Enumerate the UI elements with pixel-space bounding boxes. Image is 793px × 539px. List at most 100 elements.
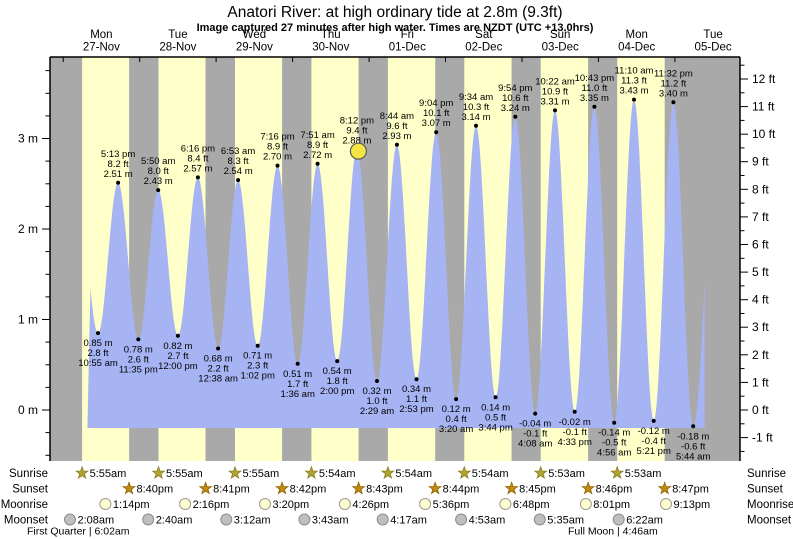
right-axis-label: 0 ft	[752, 403, 769, 417]
low-tide-dot	[96, 331, 100, 336]
low-tide-dot	[375, 379, 379, 383]
moonset-time: 2:40am	[156, 515, 193, 527]
high-tide-feet: 9.4 ft	[346, 125, 367, 136]
high-tide-meters: 2.43 m	[144, 176, 173, 187]
low-tide-feet: 1.0 ft	[366, 396, 387, 407]
sunrise-time: 5:53am	[548, 468, 585, 480]
high-tide-time: 5:13 pm	[101, 149, 135, 160]
day-name-label: Wed	[243, 29, 266, 41]
low-tide-dot	[255, 343, 260, 348]
moonset-moon-icon	[533, 513, 546, 526]
low-tide-feet: 2.2 ft	[208, 364, 229, 375]
moonset-time: 4:17am	[390, 515, 427, 527]
high-tide-feet: 10.6 ft	[502, 93, 529, 104]
right-axis-label: 5 ft	[752, 265, 769, 279]
moonset-time: 3:43am	[312, 515, 349, 527]
low-tide-dot	[216, 346, 221, 351]
left-axis-label: 1 m	[18, 313, 38, 327]
low-tide-feet: 1.7 ft	[287, 379, 308, 390]
low-tide-feet: 0.5 ft	[485, 412, 506, 423]
moonset-moon-icon	[142, 513, 155, 526]
high-tide-dot	[156, 188, 161, 193]
high-tide-meters: 2.57 m	[183, 163, 212, 174]
low-tide-meters: -0.18 m	[677, 431, 709, 442]
high-tide-time: 10:43 pm	[575, 73, 615, 84]
sunset-time: 8:44pm	[443, 484, 480, 496]
high-tide-dot	[315, 161, 320, 166]
low-tide-time: 1:36 am	[281, 389, 315, 400]
low-tide-meters: 0.12 m	[442, 404, 471, 415]
high-tide-time: 6:53 am	[221, 146, 255, 157]
row-label-left-moonset: Moonset	[4, 515, 49, 527]
sunrise-star-icon	[457, 465, 472, 479]
low-tide-meters: 0.82 m	[163, 341, 192, 352]
low-tide-time: 12:00 pm	[158, 361, 198, 372]
high-tide-dot	[236, 178, 241, 183]
sunrise-time: 5:55am	[166, 468, 203, 480]
low-tide-time: 4:08 am	[518, 439, 552, 450]
high-tide-time: 8:44 am	[380, 111, 414, 122]
low-tide-feet: -0.5 ft	[602, 438, 627, 449]
moonset-moon-icon	[64, 513, 76, 526]
high-tide-dot	[553, 108, 557, 113]
high-tide-feet: 8.0 ft	[148, 166, 169, 177]
low-tide-meters: 0.78 m	[124, 344, 153, 355]
sunset-star-icon	[657, 481, 672, 495]
right-axis-label: -1 ft	[752, 431, 773, 445]
high-tide-dot	[474, 123, 478, 128]
day-name-label: Sat	[475, 29, 493, 41]
high-tide-feet: 8.4 ft	[187, 153, 208, 164]
high-tide-dot	[434, 130, 439, 135]
low-tide-time: 11:35 pm	[119, 364, 158, 375]
high-tide-dot	[394, 142, 399, 147]
high-tide-meters: 3.31 m	[540, 96, 569, 107]
moonset-time: 2:08am	[78, 515, 115, 527]
page-subtitle: Image captured 27 minutes after high wat…	[197, 22, 594, 34]
high-tide-dot	[671, 100, 676, 105]
moonrise-moon-icon	[579, 498, 592, 510]
high-tide-dot	[632, 97, 636, 102]
moonset-moon-icon	[298, 513, 311, 526]
row-label-right-moonset: Moonset	[747, 515, 792, 527]
low-tide-meters: -0.12 m	[638, 426, 670, 437]
high-tide-time: 9:04 pm	[419, 98, 453, 109]
low-tide-time: 3:44 pm	[478, 422, 512, 433]
low-tide-time: 4:33 pm	[558, 437, 592, 448]
right-axis-label: 2 ft	[752, 348, 769, 362]
sunset-time: 8:47pm	[672, 484, 709, 496]
day-name-label: Tue	[703, 29, 722, 41]
low-tide-dot	[335, 359, 340, 364]
low-tide-feet: 2.8 ft	[87, 348, 108, 359]
day-date-label: 01-Dec	[389, 42, 426, 54]
high-tide-time: 6:16 pm	[181, 143, 215, 154]
high-tide-meters: 2.70 m	[263, 152, 292, 163]
day-date-label: 04-Dec	[618, 42, 655, 54]
high-tide-feet: 11.2 ft	[661, 78, 687, 89]
sunset-star-icon	[198, 481, 213, 495]
moonrise-moon-icon	[338, 498, 351, 510]
moonrise-moon-icon	[179, 498, 192, 510]
left-axis-label: 2 m	[18, 222, 38, 236]
moonrise-moon-icon	[259, 498, 271, 510]
moonset-time: 5:35am	[547, 515, 584, 527]
sunrise-star-icon	[380, 465, 395, 479]
right-axis-label: 4 ft	[752, 293, 769, 307]
sunrise-star-icon	[304, 465, 319, 479]
row-label-left-sunrise: Sunrise	[9, 468, 48, 480]
low-tide-feet: 1.8 ft	[327, 376, 348, 387]
low-tide-meters: -0.02 m	[559, 417, 591, 428]
moon-phase-note: Full Moon | 4:46am	[568, 526, 658, 538]
page-title: Anatori River: at high ordinary tide at …	[227, 4, 562, 21]
moonset-moon-icon	[376, 513, 389, 526]
sunset-time: 8:43pm	[366, 484, 403, 496]
high-tide-dot	[116, 180, 121, 185]
low-tide-dot	[691, 424, 696, 429]
moonrise-time: 2:16pm	[193, 499, 230, 511]
high-tide-meters: 2.54 m	[224, 166, 253, 177]
right-axis-label: 11 ft	[752, 100, 775, 114]
low-tide-dot	[454, 397, 459, 402]
sunrise-star-icon	[610, 465, 625, 479]
high-tide-meters: 2.72 m	[303, 150, 332, 161]
high-tide-dot	[275, 163, 280, 168]
high-tide-feet: 9.6 ft	[386, 121, 407, 132]
